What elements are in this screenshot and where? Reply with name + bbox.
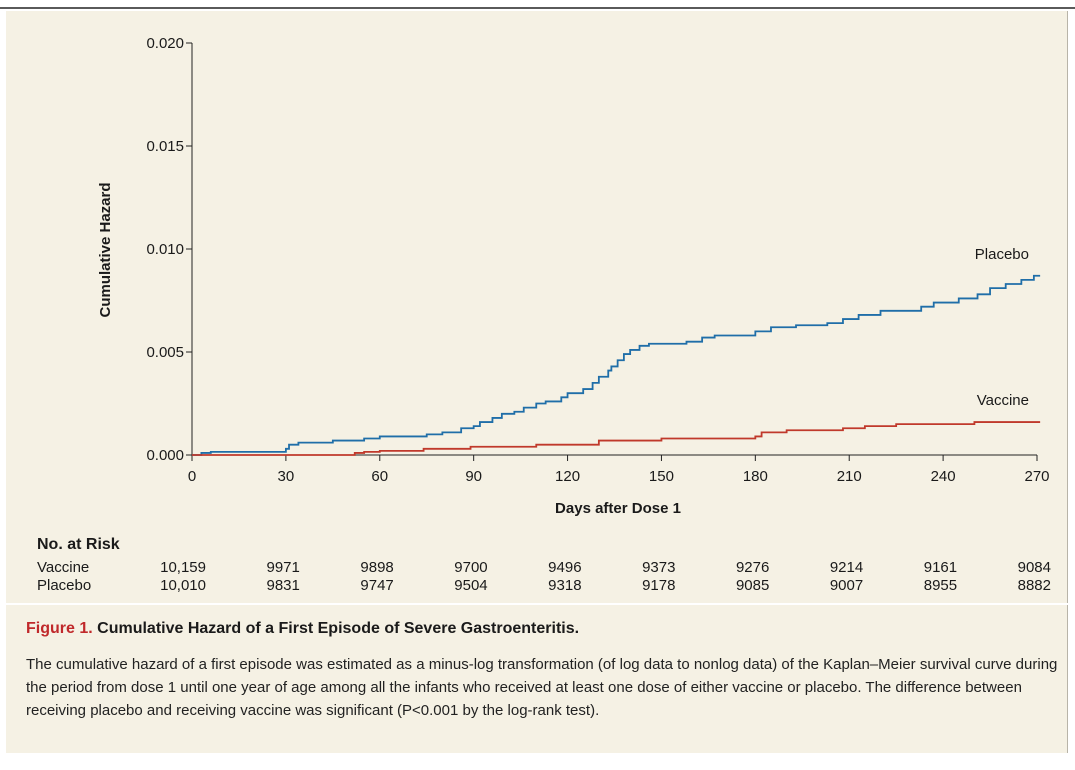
risk-cell: 9831: [267, 577, 300, 594]
x-tick-label: 0: [188, 468, 196, 485]
risk-cell: 10,010: [160, 577, 206, 594]
y-tick-label: 0.015: [146, 138, 184, 155]
x-axis-label: Days after Dose 1: [555, 500, 681, 517]
x-tick-label: 150: [649, 468, 674, 485]
y-tick-label: 0.000: [146, 447, 184, 464]
risk-cell: 9700: [454, 559, 487, 576]
series-label-vaccine: Vaccine: [977, 392, 1029, 409]
risk-table: No. at Risk Vaccine 10,159 9971 9898 9700 9496…: [37, 536, 1051, 594]
x-tick-label: 180: [743, 468, 768, 485]
axes: 0.000 0.005 0.010 0.015 0.020 0 30 60 90 120 150 18…: [146, 35, 1049, 485]
x-tick-label: 240: [931, 468, 956, 485]
risk-cell: 10,159: [160, 559, 206, 576]
caption-text: The cumulative hazard of a first episode…: [26, 656, 1058, 719]
series-line-placebo: [192, 274, 1041, 456]
risk-cell: 9214: [830, 559, 863, 576]
risk-cell: 9085: [736, 577, 769, 594]
series-line-vaccine: [192, 421, 1041, 456]
risk-cell: 9178: [642, 577, 675, 594]
risk-cell: 9504: [454, 577, 487, 594]
y-tick-label: 0.005: [146, 344, 184, 361]
x-tick-label: 60: [371, 468, 388, 485]
figure-label: Figure 1.: [26, 620, 93, 637]
y-tick-label: 0.010: [146, 241, 184, 258]
risk-cell: 9084: [1018, 559, 1051, 576]
risk-cell: 8882: [1018, 577, 1051, 594]
y-tick-label: 0.020: [146, 35, 184, 52]
figure-title: Cumulative Hazard of a First Episode of …: [97, 620, 580, 637]
risk-cell: 9898: [360, 559, 393, 576]
caption-title: Figure 1. Cumulative Hazard of a First E…: [26, 620, 1056, 638]
risk-cell: 9276: [736, 559, 769, 576]
top-rule: [0, 7, 1075, 9]
risk-cell: 9373: [642, 559, 675, 576]
x-tick-label: 90: [465, 468, 482, 485]
risk-row-label: Vaccine: [37, 559, 89, 576]
x-tick-label: 120: [555, 468, 580, 485]
figure-panel: [6, 11, 1068, 603]
risk-row-label: Placebo: [37, 577, 91, 594]
x-tick-label: 270: [1024, 468, 1049, 485]
caption-panel: [6, 605, 1068, 753]
risk-cell: 9318: [548, 577, 581, 594]
risk-cell: 9161: [924, 559, 957, 576]
series-label-placebo: Placebo: [975, 246, 1029, 263]
risk-cell: 8955: [924, 577, 957, 594]
risk-table-title: No. at Risk: [37, 536, 120, 553]
hazard-chart: 0.000 0.005 0.010 0.015 0.020 0 30 60 90 120 150 18…: [37, 35, 1051, 594]
risk-cell: 9971: [267, 559, 300, 576]
series-layer: Placebo Vaccine: [192, 246, 1041, 456]
risk-cell: 9007: [830, 577, 863, 594]
y-axis-label: Cumulative Hazard: [97, 182, 114, 317]
risk-cell: 9747: [360, 577, 393, 594]
x-tick-label: 210: [837, 468, 862, 485]
risk-cell: 9496: [548, 559, 581, 576]
x-tick-label: 30: [278, 468, 295, 485]
